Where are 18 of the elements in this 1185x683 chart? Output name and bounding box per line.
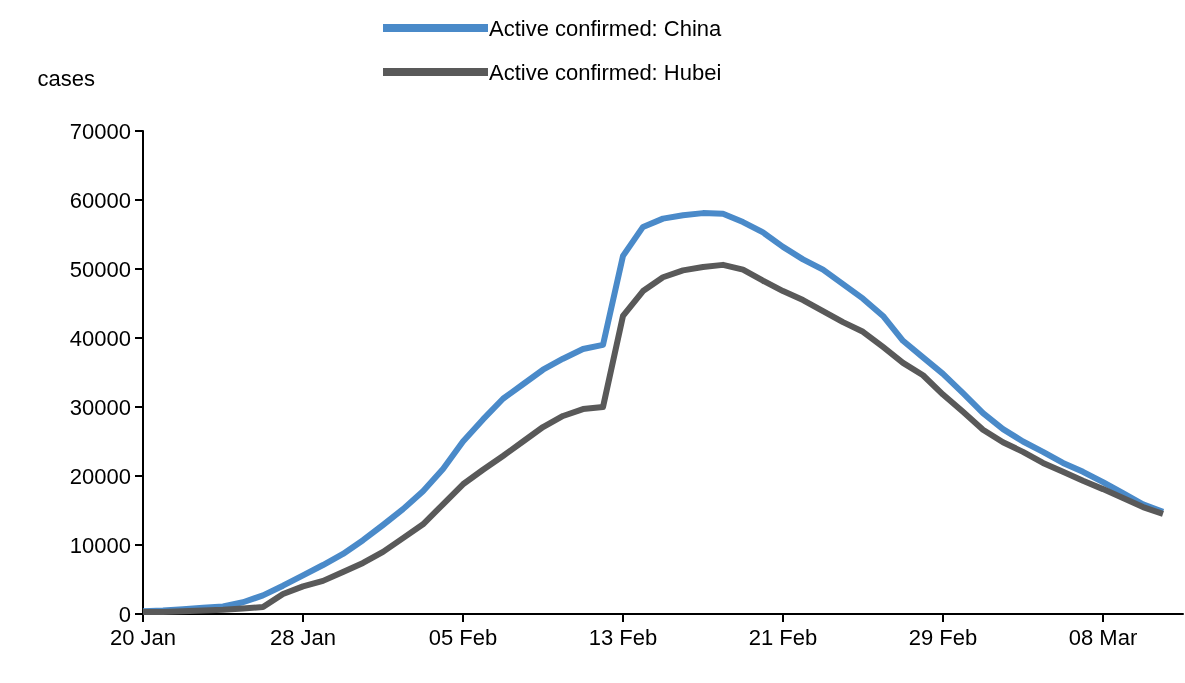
x-tick-label: 08 Mar xyxy=(1068,624,1138,650)
y-tick-label: 60000 xyxy=(69,187,131,213)
y-tick-label: 70000 xyxy=(69,118,131,144)
x-tick-label: 28 Jan xyxy=(269,624,337,650)
x-tick-label: 29 Feb xyxy=(908,624,978,650)
x-tick-label: 20 Jan xyxy=(109,624,177,650)
y-tick-label: 20000 xyxy=(69,463,131,489)
y-axis-title: cases xyxy=(37,65,95,91)
y-tick-label: 10000 xyxy=(69,532,131,558)
legend-label: Active confirmed: China xyxy=(489,15,723,41)
y-tick-label: 50000 xyxy=(69,256,131,282)
y-tick-label: 30000 xyxy=(69,394,131,420)
x-tick-label: 13 Feb xyxy=(588,624,658,650)
y-tick-label: 40000 xyxy=(69,325,131,351)
legend-label: Active confirmed: Hubei xyxy=(489,59,722,85)
x-tick-label: 05 Feb xyxy=(428,624,498,650)
y-tick-label: 0 xyxy=(118,601,131,627)
x-tick-label: 21 Feb xyxy=(748,624,818,650)
